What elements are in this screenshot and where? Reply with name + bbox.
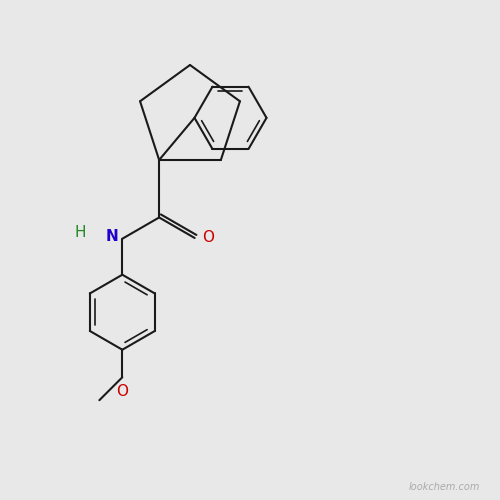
Text: lookchem.com: lookchem.com [408,482,480,492]
Text: O: O [116,384,128,398]
Text: N: N [106,228,118,244]
Text: H: H [75,225,86,240]
Text: O: O [202,230,213,246]
